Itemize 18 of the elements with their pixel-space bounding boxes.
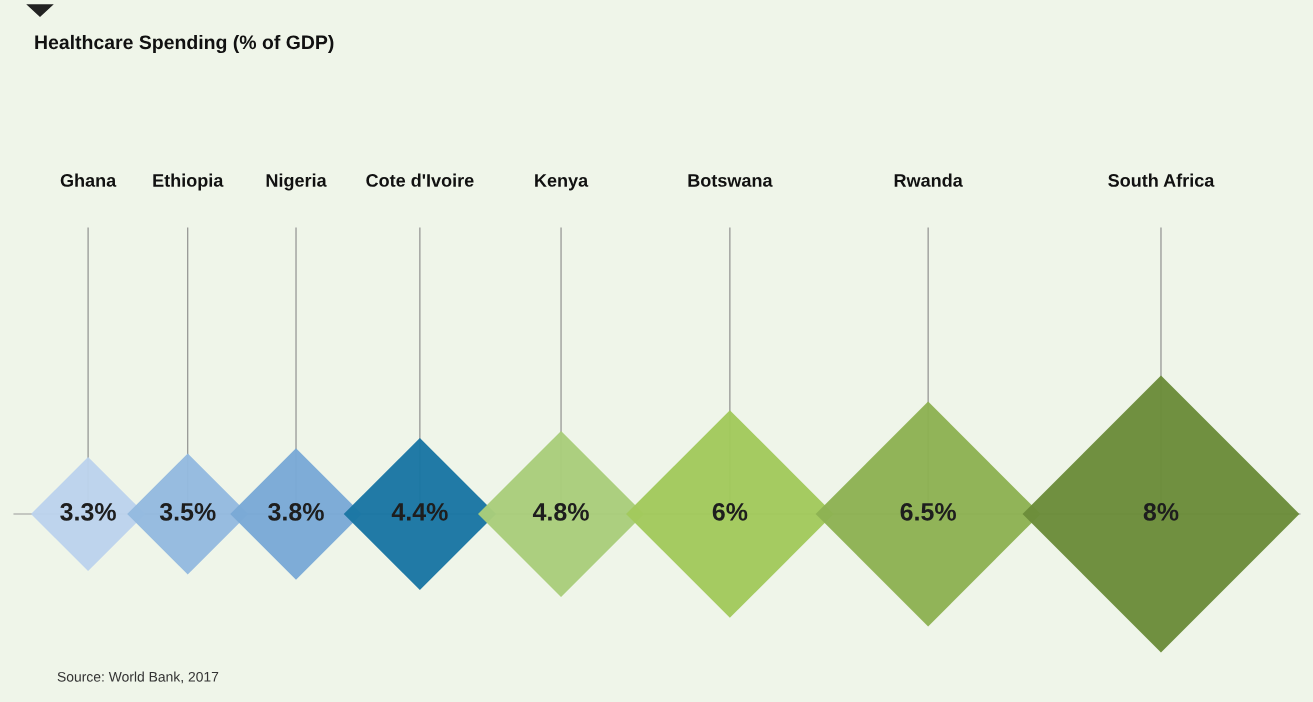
text: Healthcare Spending (% of GDP)	[35, 34, 334, 54]
category-label: Nigeria	[266, 173, 327, 191]
data-label: 4.8%	[532, 503, 589, 521]
category-label: Ethiopia	[153, 173, 224, 191]
data-label: 3.8%	[268, 503, 324, 521]
category-label: South Africa	[1108, 173, 1215, 187]
data-label: 3.3%	[60, 503, 116, 521]
data-label: 4.4%	[391, 503, 448, 521]
data-label: 6.5%	[900, 503, 956, 521]
data-label: 3.5%	[159, 503, 216, 521]
category-label: Botswana	[688, 174, 773, 187]
category-label: Cote d'Ivoire	[366, 173, 474, 187]
data-label: 8%	[1143, 503, 1179, 521]
source-note: Source: World Bank, 2017	[57, 671, 219, 684]
category-label: Rwanda	[894, 173, 963, 187]
data-label: 6%	[712, 503, 748, 521]
category-label: Ghana	[60, 173, 117, 187]
category-label: Kenya	[535, 174, 589, 191]
